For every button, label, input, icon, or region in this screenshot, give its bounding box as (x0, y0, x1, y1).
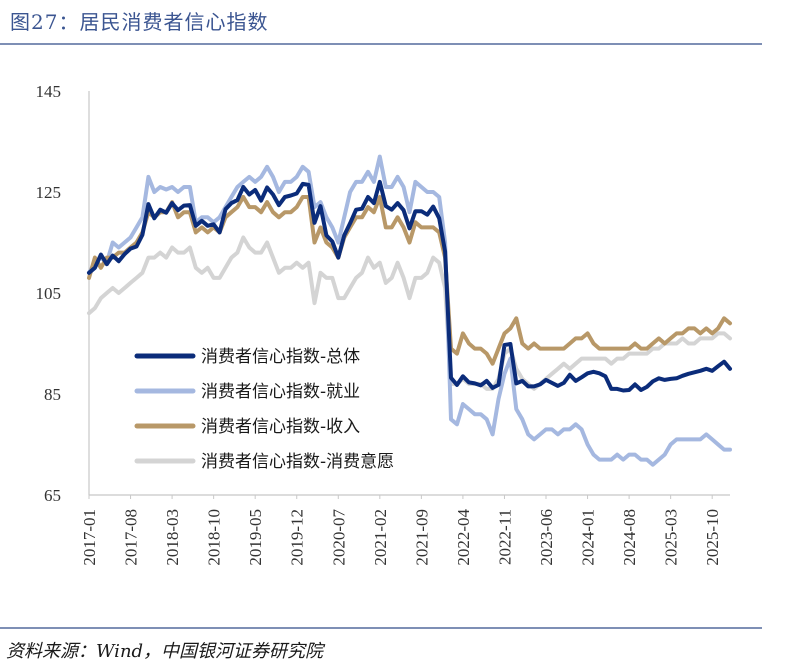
legend-label-1: 消费者信心指数-就业 (201, 382, 360, 402)
source-note: 资料来源：Wind，中国银河证券研究院 (6, 641, 324, 662)
y-tick-label: 65 (44, 486, 61, 505)
x-tick-label: 2022-11 (495, 509, 514, 565)
series-line-3 (87, 235, 732, 391)
chart-axes: 65 85 105 125 145 2017-01 2017-08 2018-03 2018-1… (36, 82, 730, 566)
chart-legend: 消费者信心指数-总体消费者信心指数-就业消费者信心指数-收入消费者信心指数-消费… (134, 347, 394, 472)
x-tick-label: 2024-08 (620, 509, 639, 566)
series-line-1 (87, 154, 732, 467)
title-rule (0, 43, 762, 45)
y-tick-label: 85 (44, 385, 61, 404)
x-tick-label: 2017-01 (80, 509, 99, 566)
x-tick-label: 2024-01 (579, 509, 598, 566)
legend-label-0: 消费者信心指数-总体 (201, 347, 360, 367)
x-tick-label: 2025-03 (662, 509, 681, 566)
legend-label-2: 消费者信心指数-收入 (201, 417, 360, 437)
x-tick-label: 2018-10 (205, 509, 224, 566)
y-tick-label: 105 (36, 284, 62, 303)
x-tick-label: 2017-08 (122, 509, 141, 566)
chart-series (87, 154, 732, 467)
x-tick-label: 2021-09 (412, 509, 431, 566)
x-tick-label: 2018-03 (163, 509, 182, 566)
y-tick-label: 125 (36, 183, 62, 202)
line-chart: 65 85 105 125 145 2017-01 2017-08 2018-03 2018-1… (36, 82, 732, 566)
x-tick-label: 2025-10 (703, 509, 722, 566)
x-tick-label: 2021-02 (371, 509, 390, 566)
source-rule (0, 627, 762, 629)
x-tick-label: 2020-07 (329, 509, 348, 566)
x-tick-label: 2019-05 (246, 509, 265, 566)
x-tick-label: 2019-12 (288, 509, 307, 566)
y-tick-label: 145 (36, 82, 62, 101)
series-line-2 (87, 195, 732, 366)
legend-label-3: 消费者信心指数-消费意愿 (201, 452, 394, 472)
x-tick-label: 2022-04 (454, 509, 473, 566)
series-line-0 (87, 179, 732, 393)
figure-title: 图27：居民消费者信心指数 (10, 10, 269, 34)
x-tick-label: 2023-06 (537, 509, 556, 566)
